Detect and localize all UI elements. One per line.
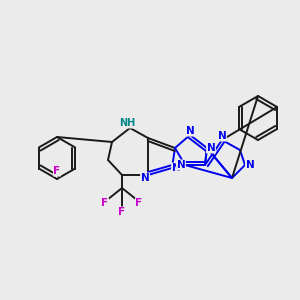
Text: F: F [135, 198, 142, 208]
Text: N: N [218, 131, 226, 141]
Text: N: N [177, 160, 185, 170]
Text: F: F [118, 207, 126, 217]
Text: N: N [186, 126, 194, 136]
Text: F: F [101, 198, 109, 208]
Text: N: N [207, 143, 215, 153]
Text: N: N [172, 163, 180, 173]
Text: N: N [141, 173, 149, 183]
Text: NH: NH [119, 118, 135, 128]
Text: F: F [53, 166, 61, 176]
Text: N: N [246, 160, 254, 170]
